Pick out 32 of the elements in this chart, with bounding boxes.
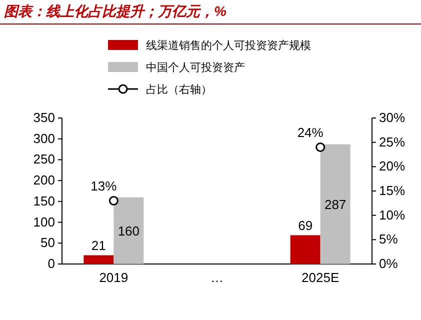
data-label: 13%: [90, 178, 118, 194]
bar: [320, 144, 350, 264]
y-tick-label: 150: [33, 193, 55, 208]
data-label: 24%: [297, 125, 324, 140]
legend-label: 中国个人可投资资产: [146, 61, 245, 74]
data-label: 69: [298, 218, 313, 234]
y-tick-label: 250: [33, 152, 55, 167]
y2-tick-label: 20%: [379, 158, 406, 174]
data-label: 21: [91, 238, 106, 254]
y-tick-label: 200: [33, 172, 55, 188]
y-tick-label: 100: [33, 214, 55, 230]
y-tick-label: 50: [40, 235, 55, 250]
y2-tick-label: 5%: [379, 232, 398, 247]
bar: [290, 235, 320, 264]
y-tick-label: 0: [48, 256, 55, 271]
legend-label: 占比（右轴）: [146, 83, 212, 96]
y2-tick-label: 0%: [379, 256, 398, 271]
y-tick-label: 350: [33, 110, 55, 125]
y2-tick-label: 25%: [379, 134, 406, 150]
y2-tick-label: 30%: [379, 110, 406, 125]
data-label: 287: [324, 197, 346, 212]
y-tick-label: 300: [33, 130, 55, 146]
data-label: 160: [118, 224, 140, 239]
bar: [84, 255, 114, 264]
legend-label: 线渠道销售的个人可投资资产规模: [146, 39, 311, 52]
y2-tick-label: 15%: [379, 183, 406, 198]
x-tick-label: 2025E: [302, 270, 340, 285]
x-tick-label: 2019: [99, 270, 128, 285]
x-tick-label: …: [210, 270, 224, 285]
chart-title: 图表：线上化占比提升；万亿元，%: [4, 3, 227, 19]
y2-tick-label: 10%: [379, 207, 406, 222]
bar: [114, 197, 144, 264]
